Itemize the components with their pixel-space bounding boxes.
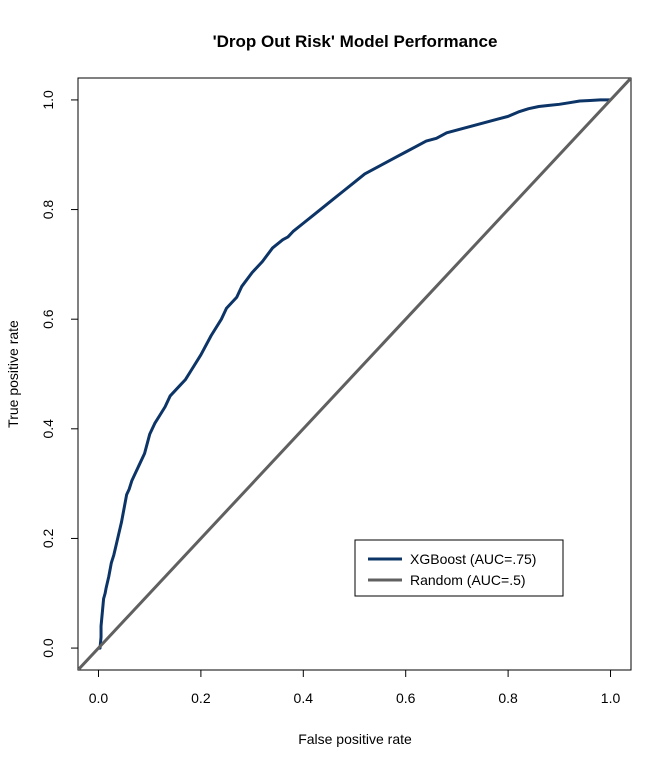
y-tick-label: 1.0	[40, 90, 56, 110]
y-axis-label: True positive rate	[5, 320, 21, 428]
x-tick-label: 0.2	[191, 690, 211, 706]
legend-label-random: Random (AUC=.5)	[410, 572, 526, 588]
y-tick-label: 0.8	[40, 200, 56, 220]
legend-label-xgboost: XGBoost (AUC=.75)	[410, 551, 536, 567]
x-tick-label: 0.0	[89, 690, 109, 706]
xgboost-roc-curve	[98, 98, 611, 650]
x-tick-label: 0.4	[294, 690, 314, 706]
x-axis-label: False positive rate	[298, 731, 412, 747]
chart-title: 'Drop Out Risk' Model Performance	[213, 32, 498, 51]
x-tick-label: 1.0	[601, 690, 621, 706]
x-tick-label: 0.6	[396, 690, 416, 706]
x-tick-label: 0.8	[498, 690, 518, 706]
x-axis: 0.0 0.2 0.4 0.6 0.8 1.0	[89, 670, 621, 706]
y-axis: 0.0 0.2 0.4 0.6 0.8 1.0	[40, 90, 78, 658]
y-tick-label: 0.2	[40, 529, 56, 549]
legend: XGBoost (AUC=.75) Random (AUC=.5)	[354, 539, 564, 597]
plot-frame	[77, 77, 632, 671]
legend-box	[354, 539, 564, 597]
series-layer	[78, 78, 631, 670]
y-tick-label: 0.0	[40, 638, 56, 658]
random-baseline-line	[78, 78, 631, 670]
y-tick-label: 0.6	[40, 309, 56, 329]
y-tick-label: 0.4	[40, 419, 56, 439]
